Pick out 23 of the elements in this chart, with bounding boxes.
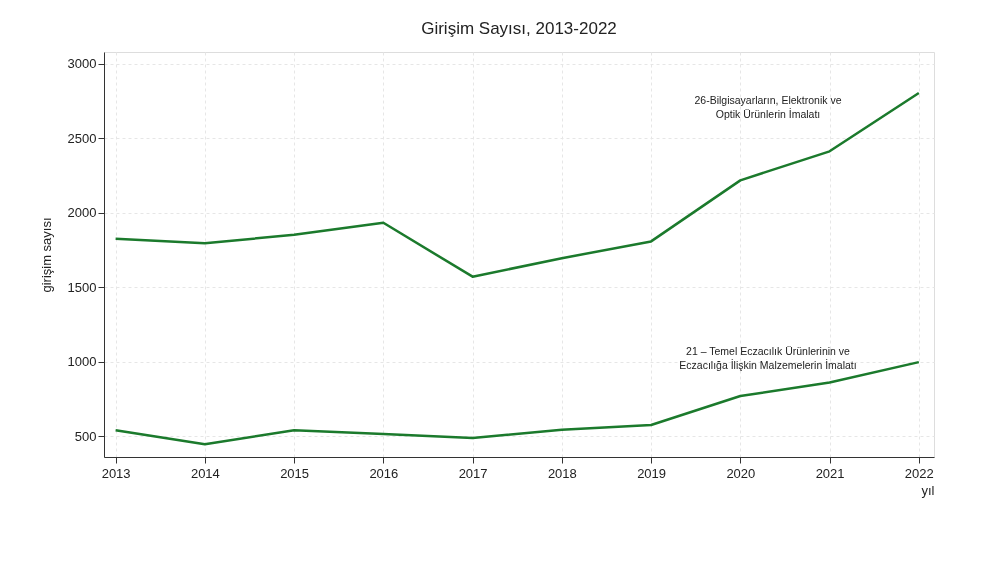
x-axis-title: yıl	[921, 482, 935, 498]
x-tick-label: 2013	[101, 465, 131, 481]
x-tick-label: 2014	[190, 465, 220, 481]
y-tick-label: 1500	[67, 279, 97, 295]
x-tick-label: 2018	[547, 465, 577, 481]
y-tick-label: 2000	[67, 205, 97, 221]
y-tick-label: 1000	[67, 354, 97, 370]
line-series	[114, 91, 921, 278]
series-label: 21 – Temel Eczacılık Ürünlerinin ve Eczacılığa İlişkin Malzemelerin İmalatı	[679, 344, 857, 371]
x-tick-label: 2016	[369, 465, 399, 481]
series-label: 26-Bilgisayarların, Elektronik ve Optik Ürünlerin İmalatı	[694, 93, 842, 120]
x-tick-label: 2022	[904, 465, 934, 481]
y-tick-label: 3000	[67, 56, 97, 72]
line-series	[114, 360, 921, 446]
x-tick-label: 2015	[280, 465, 310, 481]
y-tick-label: 2500	[67, 130, 97, 146]
y-axis-title: girişim sayısı	[38, 217, 54, 293]
x-tick-label: 2021	[815, 465, 845, 481]
chart-title: Girişim Sayısı, 2013-2022	[421, 19, 617, 38]
x-tick-label: 2020	[726, 465, 756, 481]
x-tick-label: 2019	[637, 465, 667, 481]
x-tick-label: 2017	[458, 465, 488, 481]
y-tick-label: 500	[74, 428, 97, 444]
